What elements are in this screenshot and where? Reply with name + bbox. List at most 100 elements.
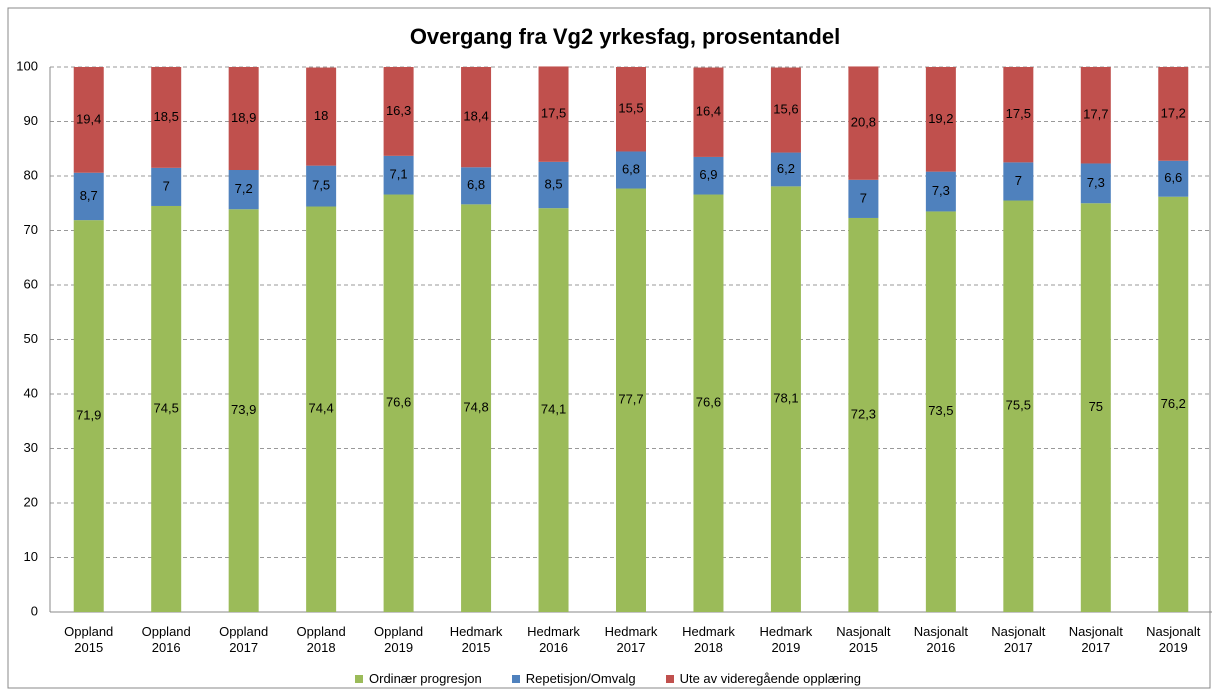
- data-label: 15,6: [773, 101, 798, 116]
- x-tick-label: Nasjonalt 2015: [836, 624, 891, 655]
- legend-swatch: [511, 675, 520, 683]
- data-label: 7,3: [932, 183, 950, 198]
- x-tick-label: Oppland 2017: [219, 624, 269, 655]
- x-tick-label: Oppland 2018: [296, 624, 346, 655]
- data-label: 8,7: [80, 188, 98, 203]
- bar-segment: [306, 165, 337, 207]
- bar-segment: [151, 67, 182, 168]
- legend-label: Repetisjon/Omvalg: [525, 671, 636, 686]
- data-label: 76,6: [386, 395, 411, 410]
- bar-segment: [228, 67, 259, 171]
- bar-segment: [925, 171, 956, 212]
- data-label: 17,5: [1006, 106, 1031, 121]
- y-tick-label: 30: [24, 440, 38, 455]
- bar-segment: [693, 194, 724, 612]
- bar-segment: [151, 205, 182, 612]
- x-tick-label: Nasjonalt 2016: [913, 624, 968, 655]
- bar-segment: [538, 161, 569, 209]
- bar-segment: [770, 186, 801, 613]
- data-label: 8,5: [544, 176, 562, 191]
- data-label: 18,5: [154, 109, 179, 124]
- data-label: 18: [314, 108, 328, 123]
- x-tick-label: Hedmark 2017: [604, 624, 658, 655]
- data-label: 16,3: [386, 103, 411, 118]
- y-tick-label: 60: [24, 276, 38, 291]
- data-label: 15,5: [618, 101, 643, 116]
- bar-segment: [693, 156, 724, 195]
- x-tick-label: Oppland 2016: [141, 624, 191, 655]
- data-label: 77,7: [618, 392, 643, 407]
- bar-segment: [461, 204, 492, 612]
- bar-segment: [1080, 163, 1111, 204]
- bar-segment: [616, 188, 646, 612]
- bar-segment: [538, 66, 569, 162]
- data-label: 7: [163, 178, 170, 193]
- bar-segment: [693, 67, 724, 157]
- data-label: 17,5: [541, 106, 566, 121]
- y-tick-label: 40: [24, 385, 38, 400]
- data-label: 7,2: [235, 181, 253, 196]
- y-tick-label: 100: [16, 58, 38, 73]
- legend-item: Ute av videregående opplæring: [665, 671, 861, 686]
- data-label: 71,9: [76, 408, 101, 423]
- bar-segment: [1080, 67, 1111, 164]
- data-label: 17,7: [1083, 107, 1108, 122]
- x-tick-label: Nasjonalt 2017: [991, 624, 1046, 655]
- bar-segment: [383, 67, 414, 156]
- data-label: 16,4: [696, 104, 721, 119]
- data-label: 7,1: [390, 167, 408, 182]
- bar-segment: [73, 67, 104, 173]
- data-label: 73,9: [231, 402, 256, 417]
- bar-segment: [1158, 67, 1189, 161]
- bar-segment: [461, 67, 492, 168]
- data-label: 18,4: [463, 109, 488, 124]
- x-tick-label: Hedmark 2015: [449, 624, 503, 655]
- legend-label: Ute av videregående opplæring: [679, 671, 861, 686]
- data-label: 73,5: [928, 403, 953, 418]
- bar-segment: [383, 194, 414, 612]
- y-tick-label: 70: [24, 222, 38, 237]
- data-label: 74,4: [308, 401, 333, 416]
- chart-frame: [7, 7, 1211, 689]
- data-label: 6,8: [622, 161, 640, 176]
- data-label: 6,6: [1164, 170, 1182, 185]
- data-label: 7: [860, 190, 867, 205]
- data-label: 7,5: [312, 178, 330, 193]
- bar-segment: [73, 220, 104, 612]
- bar-segment: [151, 167, 182, 206]
- y-tick-label: 20: [24, 494, 38, 509]
- legend-label: Ordinær progresjon: [369, 671, 482, 686]
- x-tick-label: Oppland 2019: [374, 624, 424, 655]
- data-label: 19,2: [928, 111, 953, 126]
- bar-segment: [616, 67, 646, 152]
- x-tick-label: Oppland 2015: [64, 624, 114, 655]
- y-tick-label: 50: [24, 331, 38, 346]
- y-tick-label: 0: [31, 603, 38, 618]
- x-tick-label: Nasjonalt 2019: [1146, 624, 1201, 655]
- data-label: 19,4: [76, 111, 101, 126]
- x-tick-label: Hedmark 2019: [759, 624, 813, 655]
- bar-segment: [848, 217, 879, 612]
- data-label: 20,8: [851, 115, 876, 130]
- bar-segment: [770, 67, 801, 153]
- bar-segment: [306, 67, 337, 166]
- data-label: 17,2: [1161, 105, 1186, 120]
- x-tick-label: Hedmark 2018: [682, 624, 735, 655]
- bar-segment: [228, 170, 259, 210]
- bar-segment: [848, 179, 879, 218]
- legend-item: Ordinær progresjon: [355, 671, 482, 686]
- x-tick-label: Hedmark 2016: [527, 624, 580, 655]
- data-label: 18,9: [231, 110, 256, 125]
- y-tick-label: 90: [24, 113, 38, 128]
- x-tick-label: Nasjonalt 2017: [1068, 624, 1123, 655]
- bar-segment: [383, 155, 414, 195]
- data-label: 6,2: [777, 161, 795, 176]
- data-label: 78,1: [773, 391, 798, 406]
- bar-segment: [461, 167, 492, 205]
- data-label: 74,1: [541, 402, 566, 417]
- bar-segment: [228, 209, 259, 612]
- bar-segment: [1158, 160, 1189, 197]
- bar-segment: [848, 66, 879, 180]
